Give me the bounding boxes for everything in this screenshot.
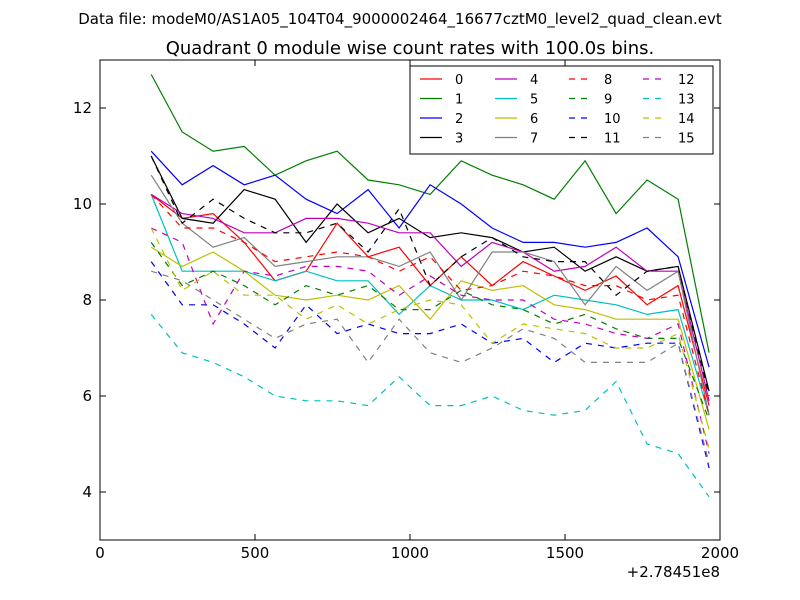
x-tick-label-500: 500 — [241, 544, 270, 562]
legend-label-11: 11 — [604, 132, 621, 147]
series-layer — [150, 74, 710, 498]
legend-label-3: 3 — [455, 132, 463, 147]
legend-label-15: 15 — [678, 132, 695, 147]
legend-label-8: 8 — [604, 73, 612, 88]
legend-label-9: 9 — [604, 93, 612, 108]
legend-label-6: 6 — [530, 112, 538, 127]
y-tick-label-10: 10 — [73, 195, 92, 213]
legend-label-5: 5 — [530, 93, 538, 108]
x-tick-label-0: 0 — [95, 544, 105, 562]
x-axis-offset-label: +2.78451e8 — [627, 563, 720, 581]
series-line-15 — [151, 270, 710, 464]
y-tick-label-4: 4 — [82, 483, 92, 501]
legend-label-12: 12 — [678, 73, 695, 88]
x-tick-label-1500: 1500 — [546, 544, 584, 562]
series-line-8 — [150, 193, 710, 416]
legend-label-14: 14 — [678, 112, 695, 127]
chart-title: Quadrant 0 module wise count rates with … — [166, 38, 655, 59]
y-tick-label-12: 12 — [73, 99, 92, 117]
legend-label-0: 0 — [455, 73, 463, 88]
x-tick-label-1000: 1000 — [391, 544, 429, 562]
x-tick-label-2000: 2000 — [701, 544, 739, 562]
legend-label-2: 2 — [455, 112, 463, 127]
series-line-2 — [150, 150, 710, 368]
y-tick-label-8: 8 — [82, 291, 92, 309]
legend-frame — [409, 65, 714, 155]
series-line-3 — [150, 155, 710, 392]
legend-label-7: 7 — [530, 132, 538, 147]
series-line-1 — [150, 74, 710, 353]
y-tick-label-6: 6 — [82, 387, 92, 405]
series-line-14 — [150, 227, 710, 449]
series-line-11 — [150, 155, 710, 397]
legend-label-10: 10 — [604, 112, 621, 127]
series-line-13 — [150, 314, 710, 498]
series-line-7 — [150, 174, 710, 416]
series-line-9 — [150, 242, 710, 421]
series-line-12 — [150, 227, 710, 454]
series-line-10 — [150, 261, 710, 469]
legend-label-1: 1 — [455, 93, 463, 108]
legend-label-4: 4 — [530, 73, 538, 88]
series-line-4 — [150, 193, 710, 401]
legend-label-13: 13 — [678, 93, 695, 108]
figure-suptitle: Data file: modeM0/AS1A05_104T04_90000024… — [78, 10, 722, 29]
